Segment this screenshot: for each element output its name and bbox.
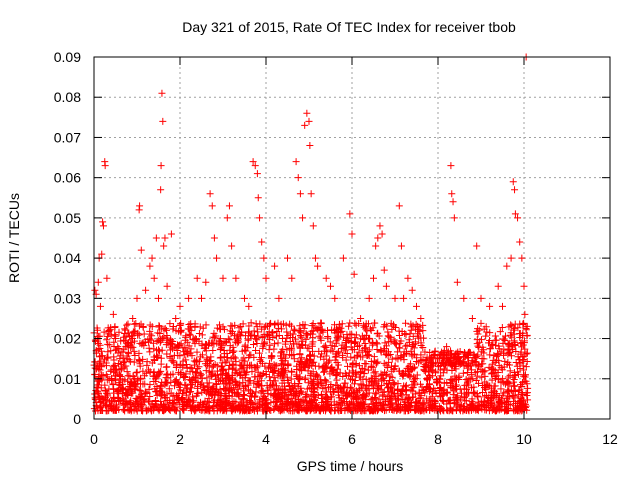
- x-tick-label: 8: [434, 431, 442, 447]
- chart-title: Day 321 of 2015, Rate Of TEC Index for r…: [182, 19, 516, 35]
- y-tick-label: 0.02: [54, 331, 81, 347]
- y-tick-label: 0.06: [54, 170, 81, 186]
- y-tick-label: 0.04: [54, 250, 81, 266]
- x-tick-label: 12: [602, 431, 618, 447]
- x-tick-label: 2: [176, 431, 184, 447]
- roti-scatter-chart: Day 321 of 2015, Rate Of TEC Index for r…: [0, 0, 640, 480]
- y-axis-label: ROTI / TECUs: [6, 193, 22, 283]
- y-tick-label: 0.08: [54, 89, 81, 105]
- x-tick-label: 0: [90, 431, 98, 447]
- x-tick-label: 4: [262, 431, 270, 447]
- y-tick-label: 0.09: [54, 49, 81, 65]
- y-tick-label: 0.01: [54, 371, 81, 387]
- y-tick-label: 0.07: [54, 129, 81, 145]
- x-tick-label: 10: [516, 431, 532, 447]
- y-tick-label: 0: [73, 411, 81, 427]
- x-tick-label: 6: [348, 431, 356, 447]
- x-axis-label: GPS time / hours: [297, 458, 404, 474]
- y-tick-label: 0.05: [54, 210, 81, 226]
- y-tick-label: 0.03: [54, 290, 81, 306]
